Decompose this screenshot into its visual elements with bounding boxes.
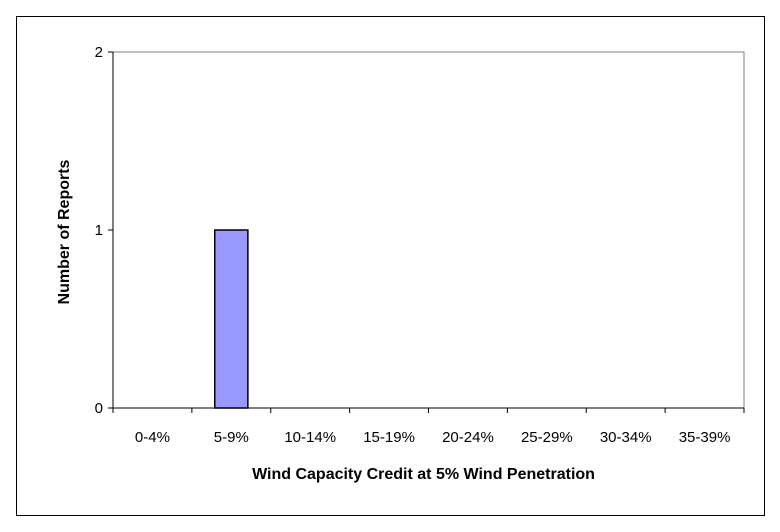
plot-area [112,51,745,409]
y-tick-label: 0 [95,400,103,417]
x-ticks: 0-4% 5-9% 10-14% 15-19% 20-24% 25-29% 30-34% 35… [112,408,745,446]
y-ticks: 0 1 2 [95,44,113,417]
x-tick-label: 35-39% [679,429,731,446]
y-tick-label: 2 [95,44,103,61]
x-tick-label: 0-4% [135,429,170,446]
x-tick-label: 15-19% [363,429,415,446]
bars [213,229,249,409]
x-tick-label: 5-9% [214,429,249,446]
x-tick-label: 30-34% [600,429,652,446]
y-tick-label: 1 [95,222,103,239]
x-axis-title: Wind Capacity Credit at 5% Wind Penetrat… [252,466,595,483]
y-axis-title: Number of Reports [56,159,73,304]
x-tick-label: 20-24% [442,429,494,446]
x-tick-label: 10-14% [284,429,336,446]
bar [213,229,249,409]
x-tick-label: 25-29% [521,429,573,446]
